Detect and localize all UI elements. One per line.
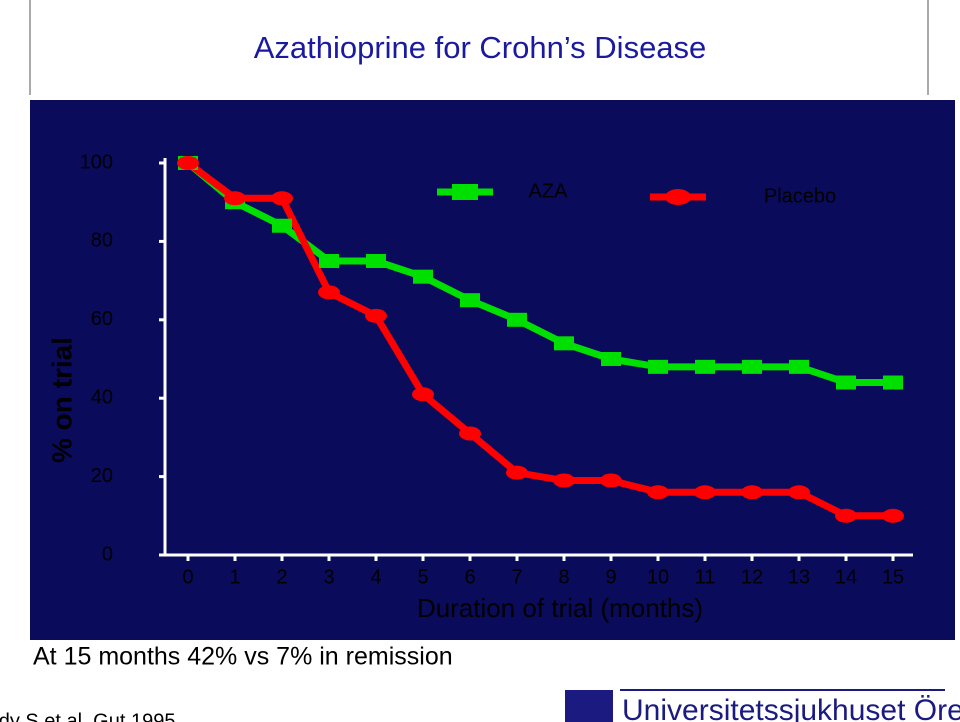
x-tick-label: 0 (182, 566, 193, 588)
x-tick-label: 6 (464, 566, 475, 588)
y-axis-label: % on trial (46, 337, 77, 463)
y-tick-label: 20 (91, 465, 113, 487)
x-tick-label: 5 (417, 566, 428, 588)
legend-label: AZA (529, 180, 569, 202)
data-point (601, 352, 621, 366)
x-tick-label: 7 (511, 566, 522, 588)
data-point (460, 293, 480, 308)
x-tick-label: 15 (882, 566, 904, 588)
data-point (224, 191, 246, 206)
slide-title: Azathioprine for Crohn’s Disease (254, 30, 707, 65)
y-tick-label: 0 (102, 543, 113, 565)
data-point (366, 254, 386, 268)
legend-marker (665, 189, 691, 205)
data-point (836, 375, 856, 390)
data-point (648, 359, 668, 374)
data-point (695, 359, 715, 374)
series-line (185, 160, 893, 520)
x-tick-label: 13 (788, 566, 810, 588)
data-point (694, 485, 716, 500)
data-point (413, 269, 433, 284)
data-point (788, 485, 810, 500)
logo-icon (565, 690, 613, 722)
data-point (507, 312, 527, 327)
legend-label: Placebo (764, 185, 836, 207)
logo-text: Universitetssjukhuset Örebro (622, 694, 960, 722)
data-point (742, 359, 762, 374)
y-tick-label: 40 (91, 386, 113, 408)
citation: Candy S et al, Gut 1995 (0, 710, 175, 722)
data-point (319, 254, 339, 268)
annotation: At 15 months 42% vs 7% in remission (33, 643, 453, 671)
data-point (789, 359, 809, 374)
x-tick-label: 8 (558, 566, 569, 588)
y-tick-label: 60 (91, 308, 113, 330)
data-point (271, 191, 293, 206)
data-point (647, 485, 669, 500)
x-tick-label: 4 (370, 566, 381, 588)
x-axis-label: Duration of trial (months) (417, 593, 703, 623)
data-point (365, 308, 387, 323)
data-point (272, 218, 292, 233)
data-point (600, 473, 622, 488)
data-point (177, 156, 199, 170)
data-point (741, 485, 763, 500)
data-point (412, 387, 434, 402)
data-point (506, 465, 528, 480)
y-tick-label: 100 (80, 151, 113, 173)
data-point (835, 508, 857, 523)
x-tick-label: 1 (229, 566, 240, 588)
data-point (882, 508, 904, 523)
legend-marker (452, 184, 478, 200)
data-point (554, 336, 574, 351)
x-tick-label: 14 (835, 566, 857, 588)
x-tick-label: 3 (323, 566, 334, 588)
data-point (883, 375, 903, 390)
x-tick-label: 10 (647, 566, 669, 588)
x-tick-label: 12 (741, 566, 763, 588)
x-tick-label: 9 (605, 566, 616, 588)
x-tick-label: 2 (276, 566, 287, 588)
data-point (459, 426, 481, 441)
data-point (553, 473, 575, 488)
y-tick-label: 80 (91, 230, 113, 252)
data-point (318, 285, 340, 300)
x-tick-label: 11 (695, 566, 716, 588)
